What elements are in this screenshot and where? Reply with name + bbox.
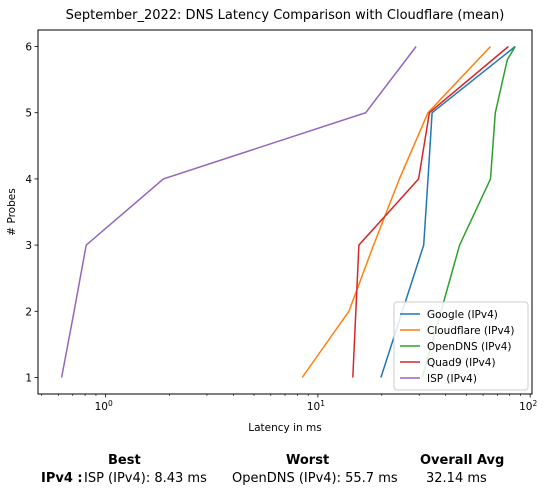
summary-overall-value: 32.14 ms <box>426 471 487 486</box>
legend-label-google-ipv4: Google (IPv4) <box>427 309 498 321</box>
y-tick-label: 5 <box>25 108 32 120</box>
y-tick-label: 3 <box>25 240 32 252</box>
chart-title: September_2022: DNS Latency Comparison w… <box>66 8 505 23</box>
summary-table: Best Worst Overall Avg IPv4 : ISP (IPv4)… <box>0 446 545 496</box>
y-tick-label: 2 <box>25 306 32 318</box>
series-line-quad9-ipv4 <box>352 45 509 378</box>
summary-header-overall: Overall Avg <box>420 453 505 468</box>
summary-header-best: Best <box>108 453 141 468</box>
summary-best-value: ISP (IPv4): 8.43 ms <box>84 471 207 486</box>
x-axis-label: Latency in ms <box>248 422 321 434</box>
series-line-google-ipv4 <box>380 45 516 378</box>
y-tick-label: 4 <box>25 174 32 186</box>
legend-box <box>393 301 529 391</box>
legend-label-isp-ipv4: ISP (IPv4) <box>427 373 477 385</box>
y-tick-label: 6 <box>25 42 32 54</box>
summary-header-worst: Worst <box>286 453 330 468</box>
x-tick-label: 100 <box>95 399 113 413</box>
legend-label-quad9-ipv4: Quad9 (IPv4) <box>427 357 496 369</box>
x-tick-label: 101 <box>307 399 325 413</box>
y-tick-label: 1 <box>25 372 32 384</box>
x-tick-label: 102 <box>519 399 537 413</box>
series-line-cloudflare-ipv4 <box>301 45 492 378</box>
chart: September_2022: DNS Latency Comparison w… <box>6 8 537 434</box>
legend-label-opendns-ipv4: OpenDNS (IPv4) <box>427 341 512 353</box>
series-line-isp-ipv4 <box>60 46 417 378</box>
y-axis-label: # Probes <box>6 188 18 235</box>
legend-label-cloudflare-ipv4: Cloudflare (IPv4) <box>427 325 514 337</box>
summary-row-label: IPv4 : <box>41 471 83 486</box>
legend: Google (IPv4) Cloudflare (IPv4) OpenDNS (I… <box>393 301 529 391</box>
summary-worst-value: OpenDNS (IPv4): 55.7 ms <box>232 471 398 486</box>
